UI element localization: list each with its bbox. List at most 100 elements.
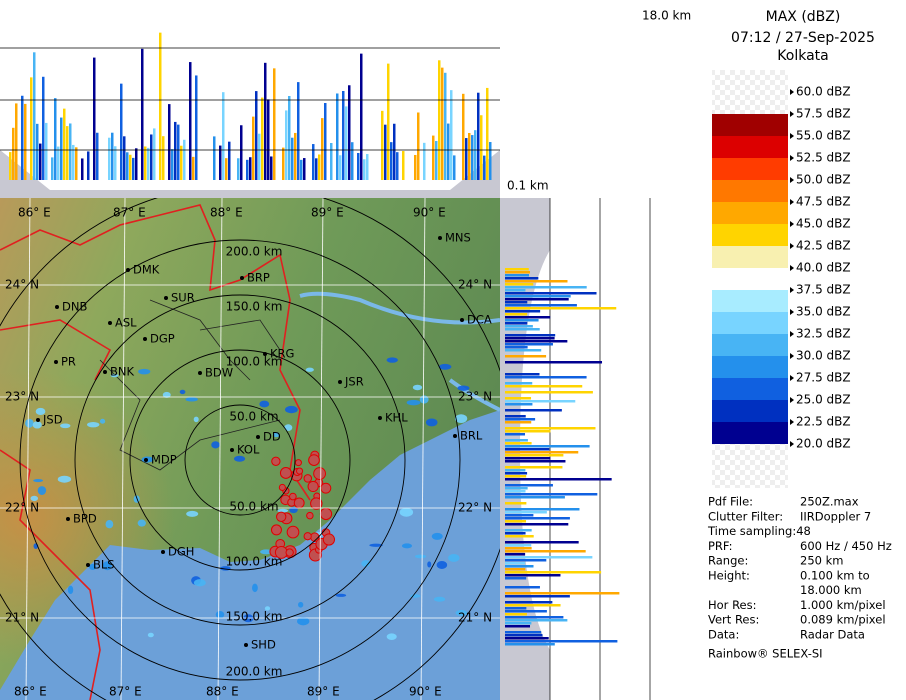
city-label: BNK — [110, 365, 134, 379]
echo-column — [291, 137, 294, 180]
echo-column — [339, 155, 342, 180]
echo-row — [505, 304, 577, 307]
city-dot — [438, 236, 442, 240]
echo-column — [357, 152, 360, 180]
echo — [386, 633, 397, 640]
echo-row — [505, 532, 526, 535]
city-dot — [263, 352, 267, 356]
city-label: BPD — [73, 512, 97, 526]
echo — [448, 553, 460, 562]
clutter — [308, 454, 320, 466]
legend-tick — [790, 419, 794, 425]
echo-column — [69, 123, 72, 180]
echo-row — [505, 361, 603, 364]
echo — [162, 391, 171, 398]
echo-column — [432, 135, 435, 180]
echo — [193, 416, 199, 423]
echo — [260, 549, 273, 555]
city-dot — [144, 458, 148, 462]
longitude-label: 89° E — [311, 206, 344, 220]
echo-row — [505, 616, 564, 619]
range-ring — [19, 239, 461, 681]
echo-column — [240, 125, 243, 180]
city-label: SUR — [171, 291, 195, 305]
echo-row — [505, 295, 571, 298]
legend-label: 47.5 dBZ — [796, 195, 851, 209]
echo-row — [505, 415, 526, 418]
echo — [386, 357, 398, 363]
echo-column — [57, 146, 60, 180]
latitude-label: 22° N — [458, 501, 492, 515]
clutter — [289, 492, 297, 501]
echo-row — [505, 418, 536, 421]
city-label: BRL — [460, 429, 483, 443]
echo-row — [505, 337, 555, 340]
echo — [186, 510, 199, 517]
legend-swatch — [712, 400, 788, 422]
echo-row — [505, 421, 532, 424]
echo-row — [505, 277, 539, 280]
echo-row — [505, 595, 570, 598]
info-value: 18.000 km — [800, 583, 862, 597]
legend-tick — [790, 199, 794, 205]
clutter — [286, 525, 300, 539]
title: MAX (dBZ) — [766, 9, 841, 25]
echo-column — [480, 115, 483, 180]
echo-column — [246, 159, 249, 180]
echo — [427, 561, 432, 568]
echo-column — [468, 132, 471, 180]
echo — [369, 543, 383, 547]
echo-row — [505, 511, 547, 514]
echo-column — [336, 93, 339, 180]
echo-row — [505, 457, 551, 460]
city-label: ASL — [115, 316, 137, 330]
echo-column — [471, 135, 474, 180]
clutter — [313, 467, 326, 480]
longitude-label: 89° E — [307, 685, 340, 699]
echo-column — [87, 151, 90, 180]
echo-column — [81, 158, 84, 180]
clutter — [306, 511, 314, 520]
echo-column — [123, 136, 126, 180]
echo — [277, 508, 289, 513]
legend-label: 50.0 dBZ — [796, 173, 851, 187]
echo-row — [505, 325, 533, 328]
echo-column — [273, 68, 276, 180]
echo-row — [505, 286, 587, 289]
city-dot — [36, 418, 40, 422]
echo-row — [505, 640, 618, 643]
legend-swatch — [712, 378, 788, 400]
echo-column — [474, 130, 477, 180]
info-key: Hor Res: — [708, 598, 756, 612]
longitude-label: 86° E — [18, 206, 51, 220]
legend-tick — [790, 133, 794, 139]
echo — [425, 418, 438, 427]
range-label: 200.0 km — [226, 245, 283, 259]
echo-row — [505, 439, 528, 442]
echo-column — [45, 122, 48, 180]
echo — [436, 560, 448, 569]
echo-row — [505, 316, 551, 319]
echo-row — [505, 433, 526, 436]
city-label: DGP — [150, 332, 175, 346]
clutter — [322, 533, 336, 546]
city-label: DMK — [133, 263, 160, 277]
echo-row — [505, 637, 549, 640]
echo — [138, 368, 151, 375]
clutter — [285, 548, 294, 557]
legend-swatch — [712, 246, 788, 268]
echo-column — [153, 128, 156, 180]
echo-row — [505, 283, 534, 286]
echo-row — [505, 373, 540, 376]
city-label: KHL — [385, 411, 408, 425]
echo — [211, 441, 220, 449]
city-label: DCA — [467, 313, 492, 327]
echo-column — [228, 141, 231, 180]
echo — [137, 519, 146, 527]
echo-column — [162, 136, 165, 180]
clutter — [293, 497, 305, 509]
echo-row — [505, 307, 617, 310]
echo — [438, 363, 452, 370]
echo — [297, 617, 310, 626]
range-label: 50.0 km — [229, 500, 278, 514]
